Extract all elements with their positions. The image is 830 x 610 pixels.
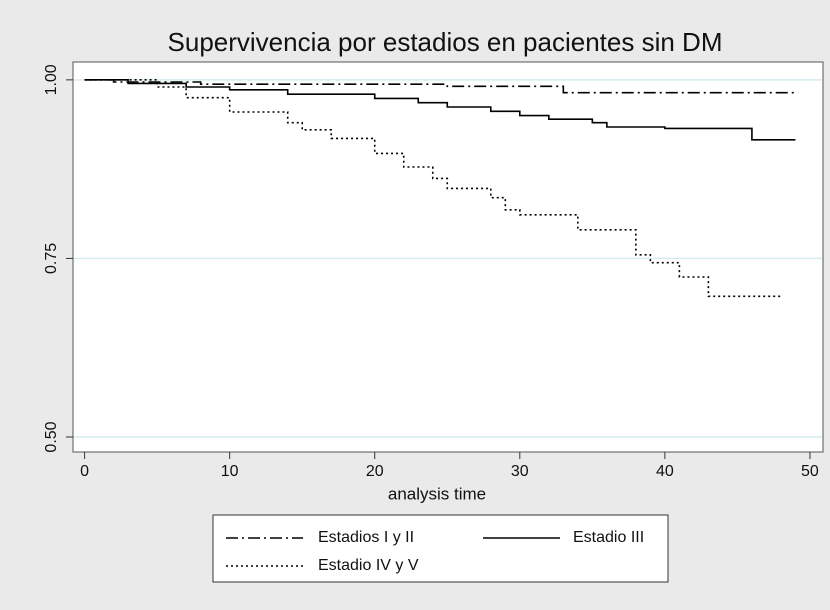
survival-curve [84, 79, 796, 141]
legend-label: Estadios I y II [318, 529, 414, 546]
x-tick-label: 10 [221, 463, 239, 480]
plot-area [72, 61, 824, 453]
x-axis-label: analysis time [388, 484, 486, 503]
x-tick-label: 40 [656, 463, 674, 480]
y-tick-label: 0.75 [43, 243, 60, 274]
x-tick-label: 30 [511, 463, 529, 480]
x-tick-label: 50 [801, 463, 819, 480]
survival-curve [84, 79, 781, 298]
legend-label: Estadio III [573, 529, 644, 546]
chart-title: Supervivencia por estadios en pacientes … [168, 27, 723, 57]
survival-curve [84, 79, 796, 94]
x-tick-label: 20 [366, 463, 384, 480]
y-tick-label: 1.00 [43, 64, 60, 95]
y-tick-label: 0.50 [43, 421, 60, 452]
legend [212, 514, 669, 583]
x-tick-label: 0 [80, 463, 89, 480]
legend-label: Estadio IV y V [318, 557, 419, 574]
